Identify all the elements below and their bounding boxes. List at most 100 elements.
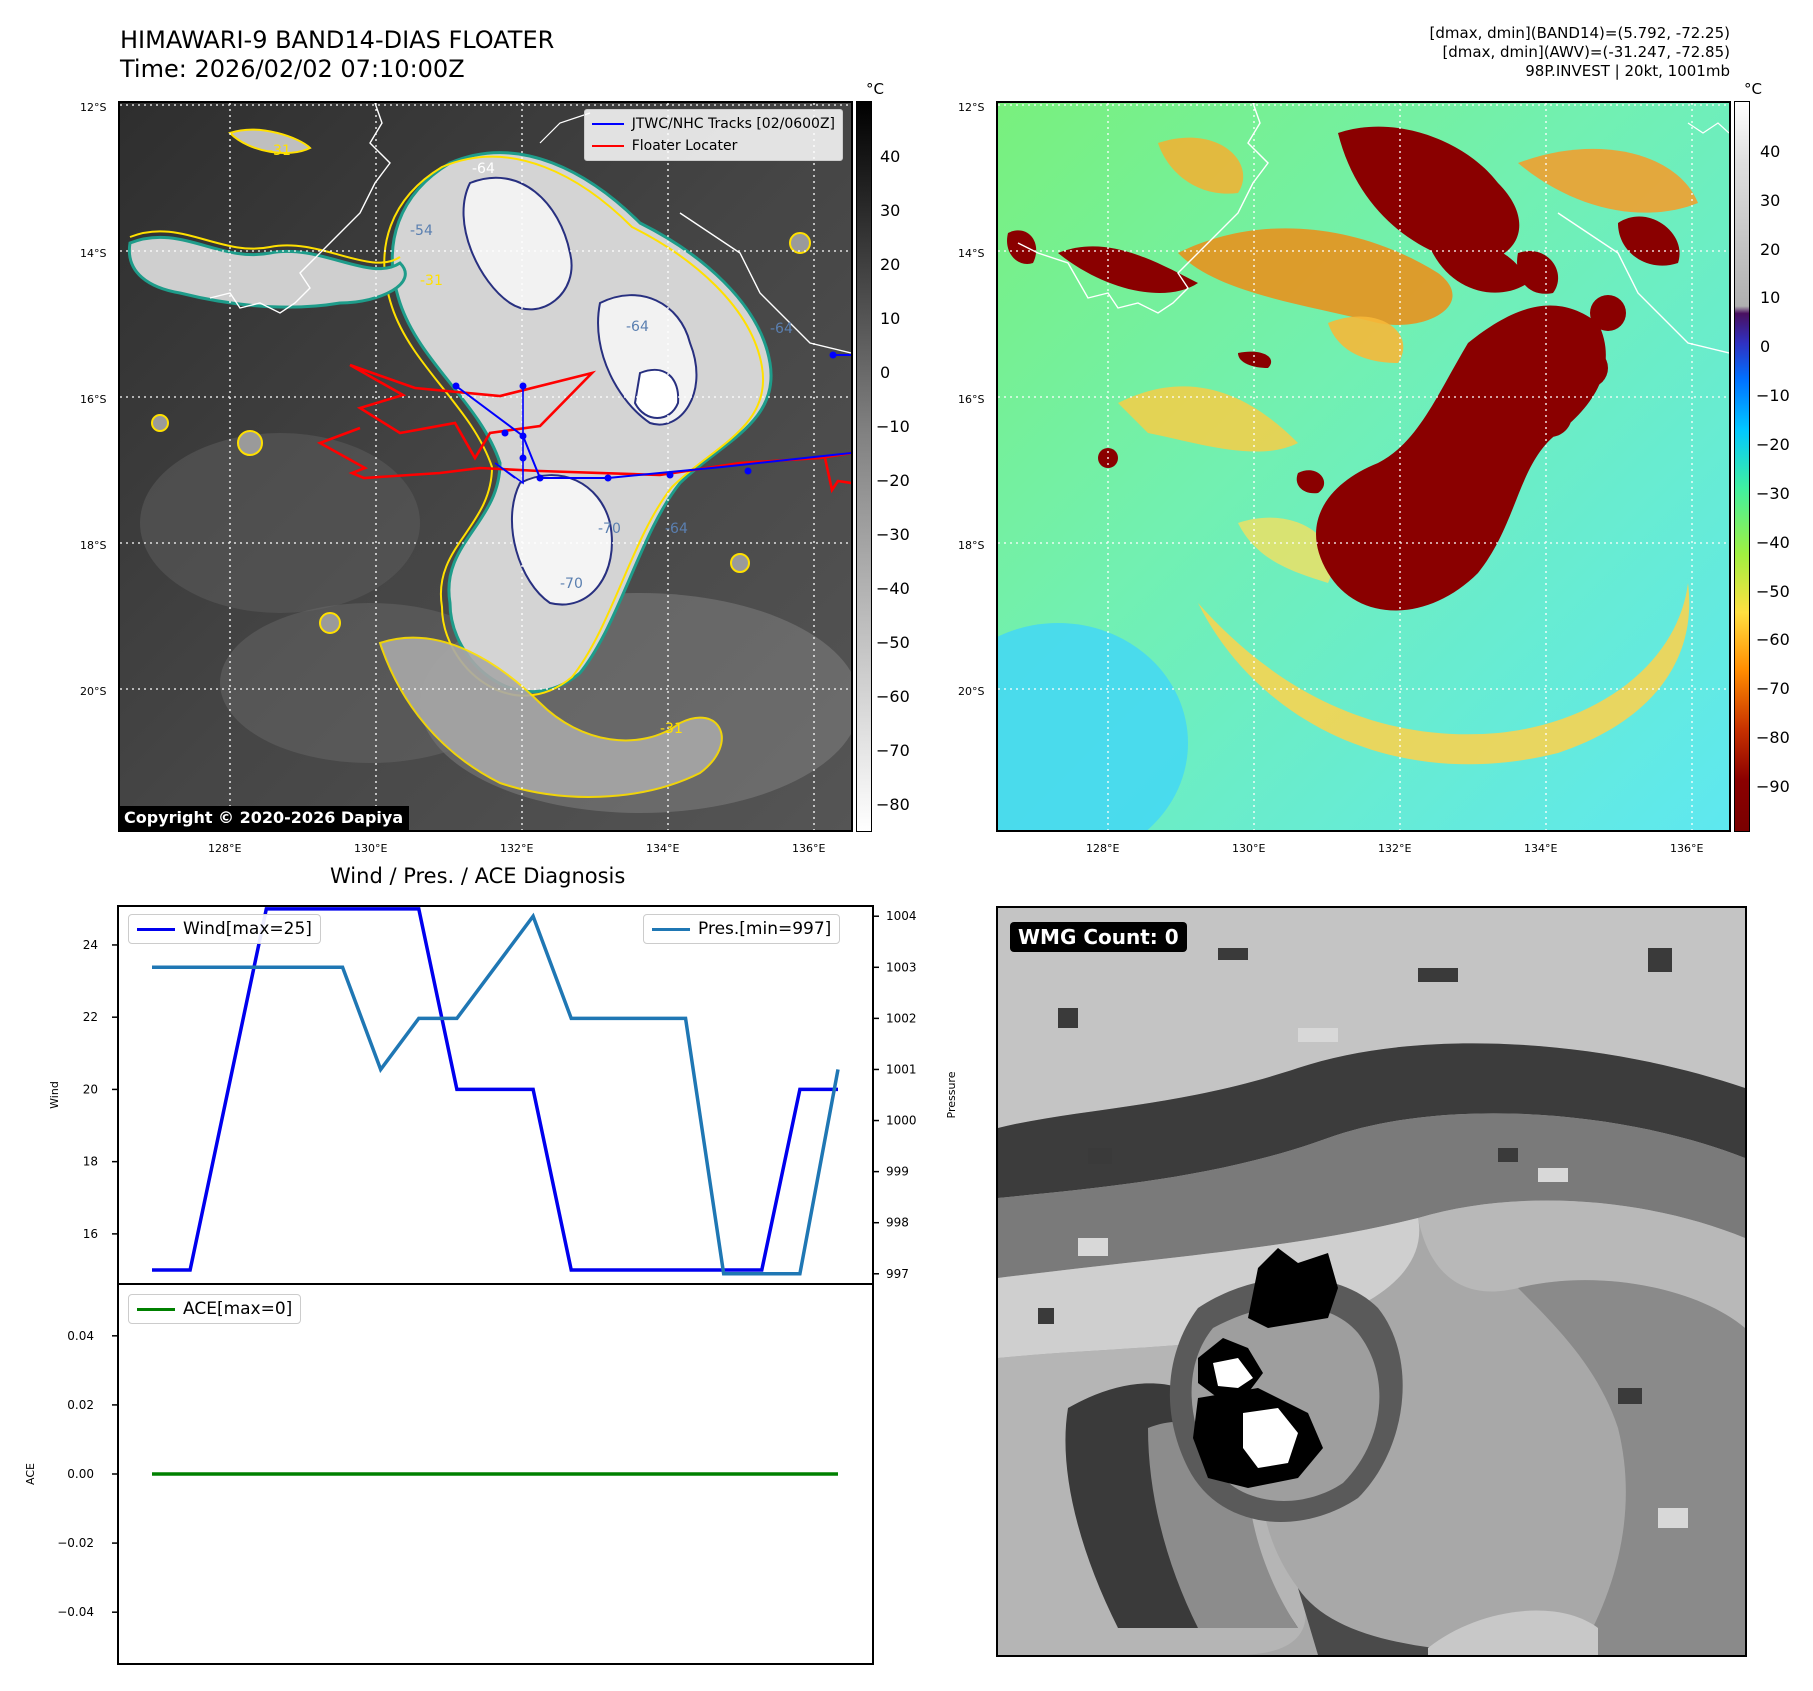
lon-label: 132°E (1378, 842, 1412, 855)
awv-cb-tick: 10 (1760, 288, 1781, 307)
pressure-legend: Pres.[min=997] (643, 914, 841, 944)
lon-label: 128°E (208, 842, 242, 855)
contour-label: -70 (560, 576, 583, 592)
pressure-tick-label: 997 (886, 1267, 909, 1281)
ir-cb-tick: 10 (880, 309, 901, 328)
contour-label: -31 (268, 143, 291, 159)
ir-cb-tick: −50 (876, 633, 910, 652)
ir-cb-tick: −40 (876, 579, 910, 598)
legend-tracks-entry: JTWC/NHC Tracks [02/0600Z] (591, 113, 835, 135)
pressure-tick-label: 1000 (886, 1114, 917, 1128)
awv-gridlines (998, 103, 1729, 830)
legend-floater-swatch (591, 145, 624, 147)
ir-cb-tick: 20 (880, 255, 901, 274)
awv-cb-tick: −50 (1756, 582, 1790, 601)
lat-label: 18°S (80, 539, 107, 552)
lon-label: 130°E (1232, 842, 1266, 855)
awv-cb-tick: −30 (1756, 484, 1790, 503)
wmg-panel: WMG Count: 0 (996, 906, 1747, 1657)
ir-cb-tick: 30 (880, 201, 901, 220)
awv-cb-tick: 30 (1760, 191, 1781, 210)
awv-cb-tick: 40 (1760, 142, 1781, 161)
pressure-tick-label: 998 (886, 1216, 909, 1230)
ir-gridlines (120, 103, 851, 830)
wind-tick-label: 24 (83, 938, 98, 952)
wind-tick-label: 20 (83, 1082, 98, 1096)
pressure-tick-label: 1002 (886, 1011, 917, 1025)
wind-legend-swatch (137, 927, 175, 931)
lon-label: 136°E (792, 842, 826, 855)
series-layer (152, 907, 840, 1476)
pressure-axis-label: Pressure (945, 1071, 958, 1118)
ace-tick-label: 0.00 (67, 1467, 94, 1481)
ir-imagery: -31 -64 -54 -31 -64 -64 -70 -70 -64 -31 (120, 103, 851, 830)
lon-label: 134°E (646, 842, 680, 855)
lat-label: 18°S (958, 539, 985, 552)
wind-legend-label: Wind[max=25] (183, 919, 312, 939)
ir-cb-tick: −20 (876, 471, 910, 490)
contour-label: -70 (598, 521, 621, 537)
wind-pressure-frame (117, 905, 874, 1285)
awv-colorbar (1734, 101, 1750, 832)
legend-floater-label: Floater Locater (631, 138, 738, 154)
wmg-imagery (998, 908, 1745, 1655)
legend-tracks-label: JTWC/NHC Tracks [02/0600Z] (631, 116, 835, 132)
awv-cb-tick: −40 (1756, 533, 1790, 552)
awv-minmax: [dmax, dmin](AWV)=(-31.247, -72.85) (1442, 43, 1730, 61)
ir-legend: JTWC/NHC Tracks [02/0600Z] Floater Locat… (583, 109, 843, 161)
diagnosis-chart: 24 22 20 18 16 1004 1003 1002 1001 1000 999 998 997… (24, 905, 958, 1665)
wind-legend: Wind[max=25] (128, 914, 321, 944)
title-line-1: HIMAWARI-9 BAND14-DIAS FLOATER (120, 26, 555, 54)
ace-legend-label: ACE[max=0] (183, 1299, 293, 1319)
ir-cb-tick: −80 (876, 795, 910, 814)
lat-label: 20°S (80, 685, 107, 698)
band14-minmax: [dmax, dmin](BAND14)=(5.792, -72.25) (1429, 24, 1730, 42)
lat-label: 16°S (80, 393, 107, 406)
lat-label: 12°S (80, 101, 107, 114)
ace-axis-ticks: 0.04 0.02 0.00 −0.02 −0.04 (57, 1329, 118, 1619)
ace-legend-swatch (137, 1307, 175, 1311)
ir-colorbar (856, 101, 872, 832)
lat-label: 14°S (80, 247, 107, 260)
floater-locater-line (349, 363, 597, 461)
ir-cb-tick: −30 (876, 525, 910, 544)
pressure-tick-label: 1001 (886, 1062, 917, 1076)
contour-label: -64 (472, 161, 495, 177)
pressure-tick-label: 999 (886, 1165, 909, 1179)
ace-legend: ACE[max=0] (128, 1294, 302, 1324)
wind-tick-label: 18 (83, 1155, 98, 1169)
lon-label: 136°E (1670, 842, 1704, 855)
ir-cb-tick: −60 (876, 687, 910, 706)
awv-colorbar-unit: °C (1744, 80, 1762, 98)
lat-label: 20°S (958, 685, 985, 698)
awv-cb-tick: −90 (1756, 777, 1790, 796)
ir-contour-labels: -31 -64 -54 -31 -64 -64 -70 -70 -64 -31 (268, 143, 793, 737)
awv-cb-tick: −60 (1756, 630, 1790, 649)
ace-tick-label: 0.02 (67, 1398, 94, 1412)
pressure-tick-label: 1003 (886, 960, 917, 974)
lat-label: 16°S (958, 393, 985, 406)
awv-imagery (998, 103, 1729, 830)
awv-cb-tick: −10 (1756, 386, 1790, 405)
jtwc-track-line (455, 385, 851, 479)
storm-info: 98P.INVEST | 20kt, 1001mb (1525, 62, 1730, 80)
wind-axis-label: Wind (48, 1081, 61, 1109)
awv-cb-tick: −80 (1756, 728, 1790, 747)
pressure-legend-label: Pres.[min=997] (698, 919, 832, 939)
lat-label: 12°S (958, 101, 985, 114)
wmg-count-badge: WMG Count: 0 (1010, 922, 1187, 952)
lon-label: 130°E (354, 842, 388, 855)
awv-image-panel (996, 101, 1731, 832)
pressure-legend-swatch (652, 927, 690, 931)
awv-cb-tick: −20 (1756, 435, 1790, 454)
contour-label: -64 (665, 521, 688, 537)
awv-cb-tick: 0 (1760, 337, 1771, 356)
contour-label: -64 (626, 319, 649, 335)
contour-label: -31 (660, 721, 683, 737)
contour-label: -54 (410, 223, 433, 239)
wind-axis-ticks: 24 22 20 18 16 (83, 938, 118, 1241)
ir-colorbar-unit: °C (866, 80, 884, 98)
figure-title: HIMAWARI-9 BAND14-DIAS FLOATER Time: 202… (120, 26, 554, 84)
contour-label: -64 (770, 321, 793, 337)
ir-cb-tick: −10 (876, 417, 910, 436)
